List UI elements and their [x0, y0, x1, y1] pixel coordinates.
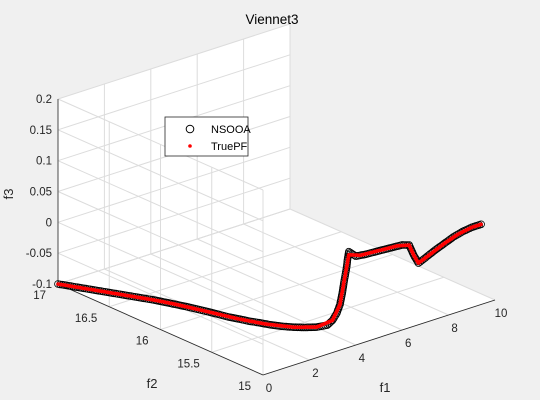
f2-tick-label: 15 [238, 381, 251, 393]
grid-line-f2-floor [160, 254, 393, 330]
truepf-point [479, 222, 483, 227]
f1-tick-label: 8 [451, 323, 457, 335]
grid-line-f3-left [57, 98, 264, 191]
f2-tick-label: 16 [136, 336, 149, 348]
f1-tick-label: 2 [312, 368, 318, 380]
f2-tick-label: 16.5 [75, 313, 97, 325]
legend-nsooa-marker [185, 124, 195, 134]
x-axis-label: f1 [380, 380, 391, 395]
z-axis-label: f3 [1, 189, 16, 200]
f1-tick-label: 10 [495, 308, 508, 320]
legend-truepf-label: TruePF [211, 141, 248, 153]
grid-line-f3-left [57, 160, 264, 253]
legend: NSOOA TruePF [164, 116, 251, 157]
grid-line-f3-left [57, 191, 264, 283]
chart-title: Viennet3 [245, 12, 298, 27]
grid-line-f3-left [57, 221, 264, 314]
f1-tick-label: 0 [266, 383, 272, 395]
grid-line-f3-back [57, 146, 291, 223]
f1-axis-line [262, 299, 496, 376]
f2-axis-line [57, 283, 264, 376]
grid-line-f3-left [57, 129, 264, 222]
f3-tick-label: 0 [46, 217, 52, 229]
f3-tick-label: -0.1 [32, 279, 52, 291]
f1-tick-label: 4 [359, 353, 366, 365]
f2-tick-label: 15.5 [177, 358, 199, 370]
f3-tick-label: 0.05 [30, 187, 52, 199]
f3-tick-label: 0.15 [30, 125, 52, 137]
grid-line-f2-floor [109, 231, 342, 308]
y-axis-label: f2 [147, 376, 158, 391]
grid-line-f2-floor [211, 276, 444, 353]
grid-line-f3-back [57, 54, 291, 131]
tick-labels: 0 2 4 6 8 10 15 15.5 16 16.5 17-0.1 -0.05 0 0.05 0.1 0.… [26, 94, 508, 395]
plot-area [54, 220, 485, 332]
f1-tick-label: 6 [405, 338, 411, 350]
f2-tick-label: 17 [33, 290, 46, 302]
grid-line-f3-back [57, 177, 291, 254]
grid-line-f3-back [57, 23, 291, 100]
grid-line-f3-back [57, 208, 291, 285]
axis-edges [57, 99, 496, 376]
f3-tick-label: 0.2 [36, 94, 52, 106]
f3-tick-label: 0.1 [36, 156, 52, 168]
f3-tick-label: -0.05 [26, 248, 52, 260]
legend-truepf-marker [188, 144, 192, 148]
legend-box [164, 116, 249, 157]
legend-nsooa-label: NSOOA [211, 124, 251, 136]
